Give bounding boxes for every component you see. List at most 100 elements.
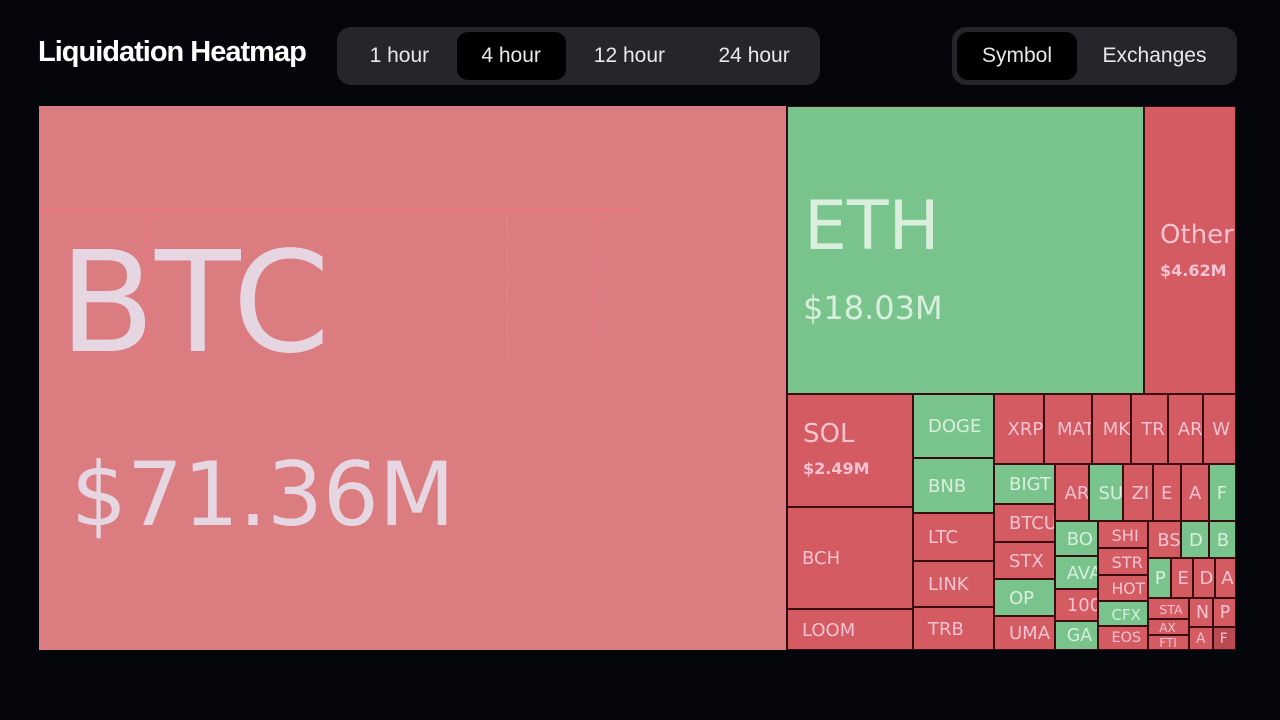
- tile-tr[interactable]: TR: [1131, 394, 1168, 464]
- tile-btc[interactable]: BTC $71.36M: [39, 106, 786, 650]
- tile-e[interactable]: E: [1171, 558, 1193, 598]
- tile-value: $71.36M: [71, 443, 455, 546]
- tile-symbol: BTC: [59, 222, 331, 385]
- tile-symbol: BO: [1066, 528, 1093, 550]
- overlay-line: [39, 209, 639, 211]
- tile-symbol: E: [1161, 482, 1173, 504]
- tile-bch[interactable]: BCH: [787, 507, 913, 609]
- tile-symbol: 100: [1066, 595, 1098, 617]
- overlay-line: [594, 216, 596, 356]
- tab-12-hour[interactable]: 12 hour: [593, 44, 665, 67]
- tile-ltc[interactable]: LTC: [913, 513, 994, 561]
- tile-symbol: STR: [1111, 552, 1143, 572]
- tile-a[interactable]: A: [1189, 627, 1213, 650]
- tile-symbol: F: [1219, 631, 1228, 648]
- tile-bigt[interactable]: BIGT: [994, 464, 1055, 504]
- tile-ax[interactable]: AX: [1148, 619, 1189, 635]
- tile-symbol: F: [1216, 482, 1228, 504]
- tile-value: $4.62M: [1160, 261, 1227, 280]
- tile-symbol: E: [1177, 568, 1189, 590]
- tile-btcu[interactable]: BTCU: [994, 504, 1055, 542]
- tile-zi[interactable]: ZI: [1123, 464, 1153, 521]
- tile-e[interactable]: E: [1153, 464, 1181, 521]
- tile-symbol: CFX: [1111, 605, 1141, 624]
- tile-sol[interactable]: SOL $2.49M: [787, 394, 913, 507]
- tile-symbol: A: [1221, 568, 1234, 590]
- tile-symbol: SU: [1098, 482, 1123, 504]
- tile-mat[interactable]: MAT: [1044, 394, 1092, 464]
- tile-stx[interactable]: STX: [994, 542, 1055, 579]
- tile-bnb[interactable]: BNB: [913, 458, 994, 513]
- tile-f[interactable]: F: [1209, 464, 1236, 521]
- tile-p[interactable]: P: [1213, 598, 1236, 627]
- tab-24-hour[interactable]: 24 hour: [718, 44, 790, 67]
- tab-1-hour[interactable]: 1 hour: [369, 44, 430, 67]
- tile-eos[interactable]: EOS: [1098, 626, 1148, 650]
- page-title: Liquidation Heatmap: [38, 36, 307, 68]
- tile-value: $2.49M: [803, 459, 870, 478]
- tile-symbol: TR: [1141, 419, 1165, 441]
- tile-symbol: EOS: [1111, 630, 1142, 647]
- tile-symbol: TRB: [928, 618, 964, 640]
- tab-symbol[interactable]: Symbol: [957, 32, 1077, 80]
- tile-ar[interactable]: AR: [1055, 464, 1089, 521]
- tile-symbol: A: [1196, 631, 1206, 648]
- tile-a[interactable]: A: [1181, 464, 1209, 521]
- tile-symbol: XRP: [1007, 419, 1044, 441]
- tile-d[interactable]: D: [1193, 558, 1215, 598]
- tile-value: $18.03M: [803, 289, 943, 327]
- tile-ar[interactable]: AR: [1168, 394, 1203, 464]
- tile-symbol: GA: [1066, 626, 1093, 647]
- tile-su[interactable]: SU: [1089, 464, 1123, 521]
- tile-symbol: ETH: [804, 187, 940, 266]
- tile-mk[interactable]: MK: [1092, 394, 1131, 464]
- tile-sta[interactable]: STA: [1148, 598, 1189, 619]
- tile-symbol: SOL: [803, 419, 855, 449]
- tile-symbol: AR: [1177, 419, 1203, 441]
- tile-b[interactable]: B: [1209, 521, 1236, 558]
- tile-symbol: SHI: [1111, 525, 1139, 545]
- tile-hot[interactable]: HOT: [1098, 575, 1148, 601]
- tile-symbol: A: [1189, 482, 1202, 504]
- tile-symbol: MK: [1102, 419, 1131, 441]
- tile-f[interactable]: F: [1213, 627, 1236, 650]
- tile-op[interactable]: OP: [994, 579, 1055, 616]
- tab-4-hour[interactable]: 4 hour: [456, 32, 566, 80]
- tile-symbol: MAT: [1057, 419, 1092, 441]
- tile-link[interactable]: LINK: [913, 561, 994, 607]
- tile-symbol: HOT: [1111, 579, 1146, 598]
- tile-symbol: BTCU: [1009, 513, 1055, 535]
- tile-ga[interactable]: GA: [1055, 621, 1098, 650]
- tile-eth[interactable]: ETH $18.03M: [787, 106, 1144, 394]
- tile-symbol: W: [1212, 419, 1231, 441]
- tile-symbol: D: [1189, 529, 1203, 551]
- tile-symbol: AVA: [1066, 562, 1098, 584]
- tile-fti[interactable]: FTI: [1148, 635, 1189, 650]
- tile-a[interactable]: A: [1215, 558, 1236, 598]
- tile-symbol: UMA: [1009, 623, 1051, 645]
- tile-shi[interactable]: SHI: [1098, 521, 1148, 548]
- tile-doge[interactable]: DOGE: [913, 394, 994, 458]
- tile-ava[interactable]: AVA: [1055, 556, 1098, 589]
- tile-n[interactable]: N: [1189, 598, 1213, 627]
- tile-symbol: AR: [1064, 482, 1089, 504]
- tile-p[interactable]: P: [1148, 558, 1171, 598]
- tile-100[interactable]: 100: [1055, 589, 1098, 621]
- tile-symbol: N: [1196, 603, 1210, 624]
- tile-w[interactable]: W: [1203, 394, 1236, 464]
- tile-loom[interactable]: LOOM: [787, 609, 913, 650]
- tile-xrp[interactable]: XRP: [994, 394, 1044, 464]
- tile-symbol: STX: [1009, 550, 1044, 572]
- tile-d[interactable]: D: [1181, 521, 1209, 558]
- tile-bs[interactable]: BS: [1148, 521, 1181, 558]
- tile-symbol: LOOM: [802, 619, 856, 641]
- tile-cfx[interactable]: CFX: [1098, 601, 1148, 626]
- tile-bo[interactable]: BO: [1055, 521, 1098, 556]
- tile-symbol: BCH: [802, 548, 841, 570]
- tile-trb[interactable]: TRB: [913, 607, 994, 650]
- tab-exchanges[interactable]: Exchanges: [1102, 44, 1207, 67]
- tile-symbol: Others: [1160, 220, 1235, 250]
- tile-str[interactable]: STR: [1098, 548, 1148, 575]
- tile-uma[interactable]: UMA: [994, 616, 1055, 650]
- tile-others[interactable]: Others $4.62M: [1144, 106, 1236, 394]
